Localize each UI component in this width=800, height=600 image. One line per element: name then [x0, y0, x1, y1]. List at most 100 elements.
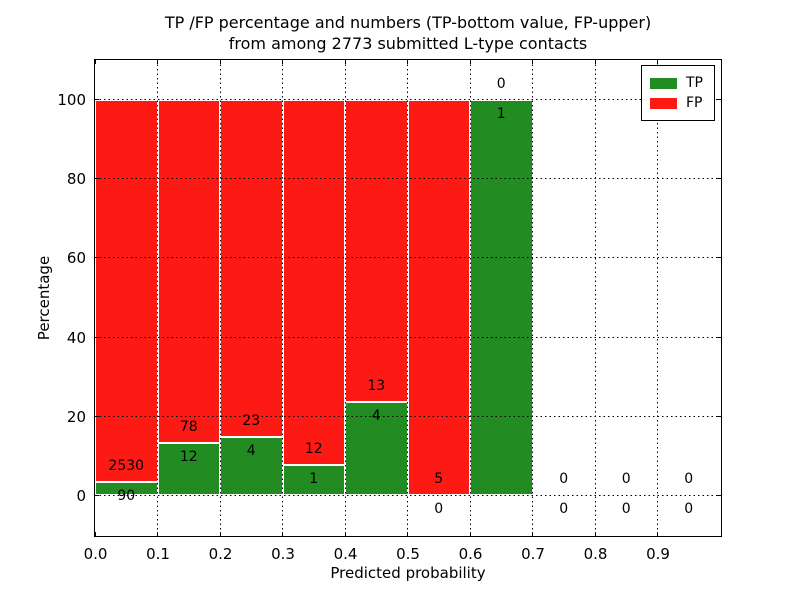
vertical-gridline — [157, 60, 158, 536]
fp-bar-segment — [282, 99, 345, 465]
legend: TP FP — [641, 65, 715, 121]
y-tick-label: 0 — [76, 486, 86, 505]
x-tick-mark — [532, 532, 533, 536]
horizontal-gridline — [95, 494, 721, 496]
x-tick-label: 0.3 — [271, 545, 295, 563]
y-tick-mark — [717, 336, 721, 338]
x-tick-label: 0.4 — [333, 545, 358, 563]
tp-count-label: 0 — [434, 501, 444, 518]
tp-count-label: 90 — [117, 487, 136, 504]
fp-count-label: 12 — [304, 440, 323, 457]
fp-bar-segment — [157, 99, 220, 443]
tp-bar-segment — [157, 442, 220, 496]
vertical-gridline — [469, 60, 471, 536]
x-tick-mark — [94, 60, 96, 64]
x-tick-mark — [469, 60, 471, 64]
horizontal-gridline — [95, 99, 721, 101]
x-tick-mark — [344, 60, 346, 64]
fp-count-label: 0 — [496, 75, 506, 92]
chart-title-line2: from among 2773 submitted L-type contact… — [228, 34, 588, 53]
vertical-gridline — [344, 60, 346, 536]
x-tick-mark — [407, 532, 408, 536]
fp-count-label: 2530 — [108, 457, 145, 474]
x-tick-mark — [344, 532, 346, 536]
x-tick-mark — [657, 60, 658, 64]
y-tick-mark — [95, 99, 99, 101]
x-tick-mark — [282, 532, 283, 536]
x-tick-label: 0.2 — [208, 545, 233, 563]
fp-count-label: 5 — [434, 471, 444, 488]
fp-bar-segment — [95, 99, 158, 482]
y-tick-mark — [717, 178, 721, 180]
fp-count-label: 23 — [242, 412, 261, 429]
vertical-gridline — [219, 60, 221, 536]
x-tick-label: 0.8 — [583, 545, 608, 563]
tp-count-label: 1 — [496, 105, 506, 122]
x-tick-mark — [157, 60, 158, 64]
y-tick-mark — [717, 415, 721, 417]
x-tick-mark — [407, 60, 408, 64]
vertical-gridline — [407, 60, 408, 536]
fp-bar-segment — [220, 99, 283, 437]
tp-bar-segment — [282, 464, 345, 496]
tp-count-label: 12 — [179, 448, 198, 465]
y-tick-mark — [95, 336, 99, 338]
y-tick-label: 80 — [66, 170, 86, 189]
fp-count-label: 0 — [684, 471, 694, 488]
x-tick-label: 0.7 — [521, 545, 545, 563]
x-tick-label: 0.9 — [646, 545, 670, 563]
y-axis-label: Percentage — [35, 255, 53, 341]
x-tick-label: 0.6 — [458, 545, 483, 563]
fp-count-label: 0 — [559, 471, 569, 488]
y-tick-label: 60 — [66, 249, 86, 268]
y-tick-mark — [95, 415, 99, 417]
horizontal-gridline — [95, 257, 721, 259]
legend-item-fp: FP — [650, 93, 706, 113]
horizontal-gridline — [95, 178, 721, 180]
y-tick-label: 40 — [66, 328, 86, 347]
x-tick-mark — [219, 532, 221, 536]
x-tick-label: 0.1 — [146, 545, 170, 563]
tp-bar-segment — [470, 99, 533, 496]
plot-area: TP FP 2530 90 78 12 23 4 12 1 13 4 5 0 0 1 0 0 0 0 0 0 — [94, 59, 722, 537]
y-tick-mark — [717, 494, 721, 496]
fp-count-label: 78 — [179, 418, 198, 435]
x-tick-mark — [594, 60, 596, 64]
tp-count-label: 4 — [371, 408, 381, 425]
x-tick-label: 0.5 — [396, 545, 420, 563]
horizontal-gridline — [95, 336, 721, 338]
tp-legend-label: TP — [686, 75, 703, 91]
x-tick-mark — [657, 532, 658, 536]
fp-legend-swatch-icon — [650, 97, 677, 109]
x-tick-mark — [157, 532, 158, 536]
x-tick-mark — [282, 60, 283, 64]
x-axis-label: Predicted probability — [330, 564, 486, 582]
fp-count-label: 0 — [621, 471, 631, 488]
x-tick-label: 0.0 — [83, 545, 108, 563]
legend-item-tp: TP — [650, 73, 706, 93]
fp-legend-label: FP — [686, 95, 703, 111]
vertical-gridline — [657, 60, 658, 536]
tp-legend-swatch-icon — [650, 77, 677, 89]
y-tick-mark — [95, 178, 99, 180]
tp-count-label: 4 — [246, 442, 256, 459]
y-tick-mark — [95, 494, 99, 496]
tp-count-label: 0 — [621, 501, 631, 518]
chart-title-line1: TP /FP percentage and numbers (TP-bottom… — [164, 13, 652, 32]
tp-count-label: 0 — [684, 501, 694, 518]
x-tick-mark — [594, 532, 596, 536]
vertical-gridline — [594, 60, 596, 536]
y-tick-label: 20 — [66, 407, 86, 426]
y-tick-mark — [717, 257, 721, 259]
fp-bar-segment — [407, 99, 470, 496]
tp-count-label: 0 — [559, 501, 569, 518]
x-tick-mark — [469, 532, 471, 536]
x-tick-mark — [94, 532, 96, 536]
x-tick-mark — [532, 60, 533, 64]
vertical-gridline — [282, 60, 283, 536]
fp-bar-segment — [345, 99, 408, 403]
tp-count-label: 1 — [309, 470, 319, 487]
x-tick-mark — [219, 60, 221, 64]
vertical-gridline — [532, 60, 533, 536]
